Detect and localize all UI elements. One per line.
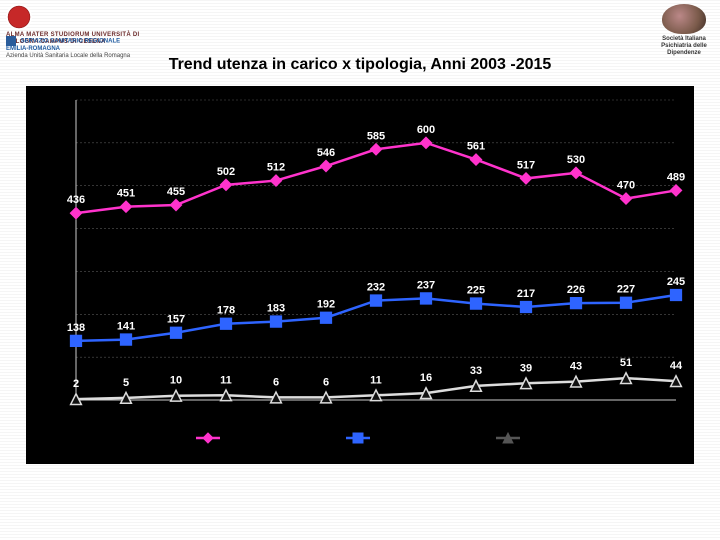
svg-text:489: 489 — [667, 171, 685, 183]
brain-icon — [662, 4, 706, 34]
svg-text:51: 51 — [620, 357, 632, 369]
svg-text:2005: 2005 — [165, 408, 188, 419]
svg-text:217: 217 — [517, 288, 535, 300]
svg-text:2012: 2012 — [515, 408, 538, 419]
svg-text:546: 546 — [317, 147, 335, 159]
svg-text:561: 561 — [467, 141, 485, 153]
svg-text:232: 232 — [367, 282, 385, 294]
svg-text:502: 502 — [217, 166, 235, 178]
svg-text:141: 141 — [117, 321, 135, 333]
svg-text:2: 2 — [73, 378, 79, 390]
svg-text:2008: 2008 — [315, 408, 338, 419]
svg-text:Già in carico: Già in carico — [376, 434, 432, 445]
svg-text:Nuovi: Nuovi — [226, 434, 252, 445]
svg-text:157: 157 — [167, 314, 185, 326]
svg-text:517: 517 — [517, 159, 535, 171]
svg-text:500: 500 — [51, 182, 68, 193]
svg-text:237: 237 — [417, 279, 435, 291]
svg-text:2011: 2011 — [465, 408, 487, 419]
trend-chart: 0 100 200 300 400 500 600 700 2003 2004 2005 2006 20… — [26, 86, 694, 464]
logo-sip: Società Italiana Psichiatria delle Dipen… — [654, 4, 714, 57]
svg-text:178: 178 — [217, 305, 235, 317]
svg-text:2013: 2013 — [565, 408, 588, 419]
slide-title: Trend utenza in carico x tipologia, Anni… — [0, 56, 720, 74]
svg-text:600: 600 — [417, 124, 435, 136]
svg-text:16: 16 — [420, 372, 432, 384]
svg-text:2015: 2015 — [665, 408, 688, 419]
ssr-line1: SERVIZIO SANITARIO REGIONALE — [21, 39, 120, 45]
svg-text:2007: 2007 — [265, 408, 288, 419]
svg-text:11: 11 — [370, 374, 382, 386]
svg-text:700: 700 — [51, 96, 68, 107]
svg-text:436: 436 — [67, 194, 85, 206]
svg-text:400: 400 — [51, 225, 68, 236]
svg-text:2004: 2004 — [115, 408, 138, 419]
svg-text:2010: 2010 — [415, 408, 438, 419]
svg-text:39: 39 — [520, 362, 532, 374]
svg-text:245: 245 — [667, 276, 685, 288]
svg-text:2003: 2003 — [65, 408, 88, 419]
svg-text:138: 138 — [67, 322, 85, 334]
svg-text:226: 226 — [567, 284, 585, 296]
svg-text:451: 451 — [117, 188, 135, 200]
svg-text:6: 6 — [273, 376, 279, 388]
svg-text:43: 43 — [570, 361, 582, 373]
svg-text:Rientrati: Rientrati — [526, 434, 563, 445]
svg-text:2009: 2009 — [365, 408, 388, 419]
svg-text:200: 200 — [51, 310, 68, 321]
square-icon — [6, 36, 16, 46]
svg-text:600: 600 — [51, 139, 68, 150]
svg-text:455: 455 — [167, 186, 185, 198]
svg-text:225: 225 — [467, 285, 485, 297]
svg-text:300: 300 — [51, 267, 68, 278]
svg-text:2014: 2014 — [615, 408, 638, 419]
svg-text:11: 11 — [220, 374, 232, 386]
svg-text:192: 192 — [317, 299, 335, 311]
svg-text:44: 44 — [670, 360, 683, 372]
svg-text:512: 512 — [267, 162, 285, 174]
svg-text:585: 585 — [367, 130, 385, 142]
svg-text:530: 530 — [567, 154, 585, 166]
svg-text:2006: 2006 — [215, 408, 238, 419]
svg-text:5: 5 — [123, 377, 129, 389]
svg-text:33: 33 — [470, 365, 482, 377]
svg-text:227: 227 — [617, 284, 635, 296]
chart-svg: 0 100 200 300 400 500 600 700 2003 2004 2005 2006 20… — [26, 86, 694, 464]
ssr-line2: EMILIA-ROMAGNA — [6, 46, 60, 52]
svg-text:0: 0 — [62, 396, 68, 407]
crest-icon — [6, 4, 32, 30]
slide: ALMA MATER STUDIORUM UNIVERSITÀ DI BOLOG… — [0, 0, 720, 540]
svg-text:6: 6 — [323, 376, 329, 388]
svg-text:10: 10 — [170, 375, 182, 387]
svg-text:100: 100 — [51, 353, 68, 364]
svg-text:183: 183 — [267, 303, 285, 315]
sip-text: Società Italiana Psichiatria delle Dipen… — [654, 36, 714, 57]
svg-text:470: 470 — [617, 180, 635, 192]
